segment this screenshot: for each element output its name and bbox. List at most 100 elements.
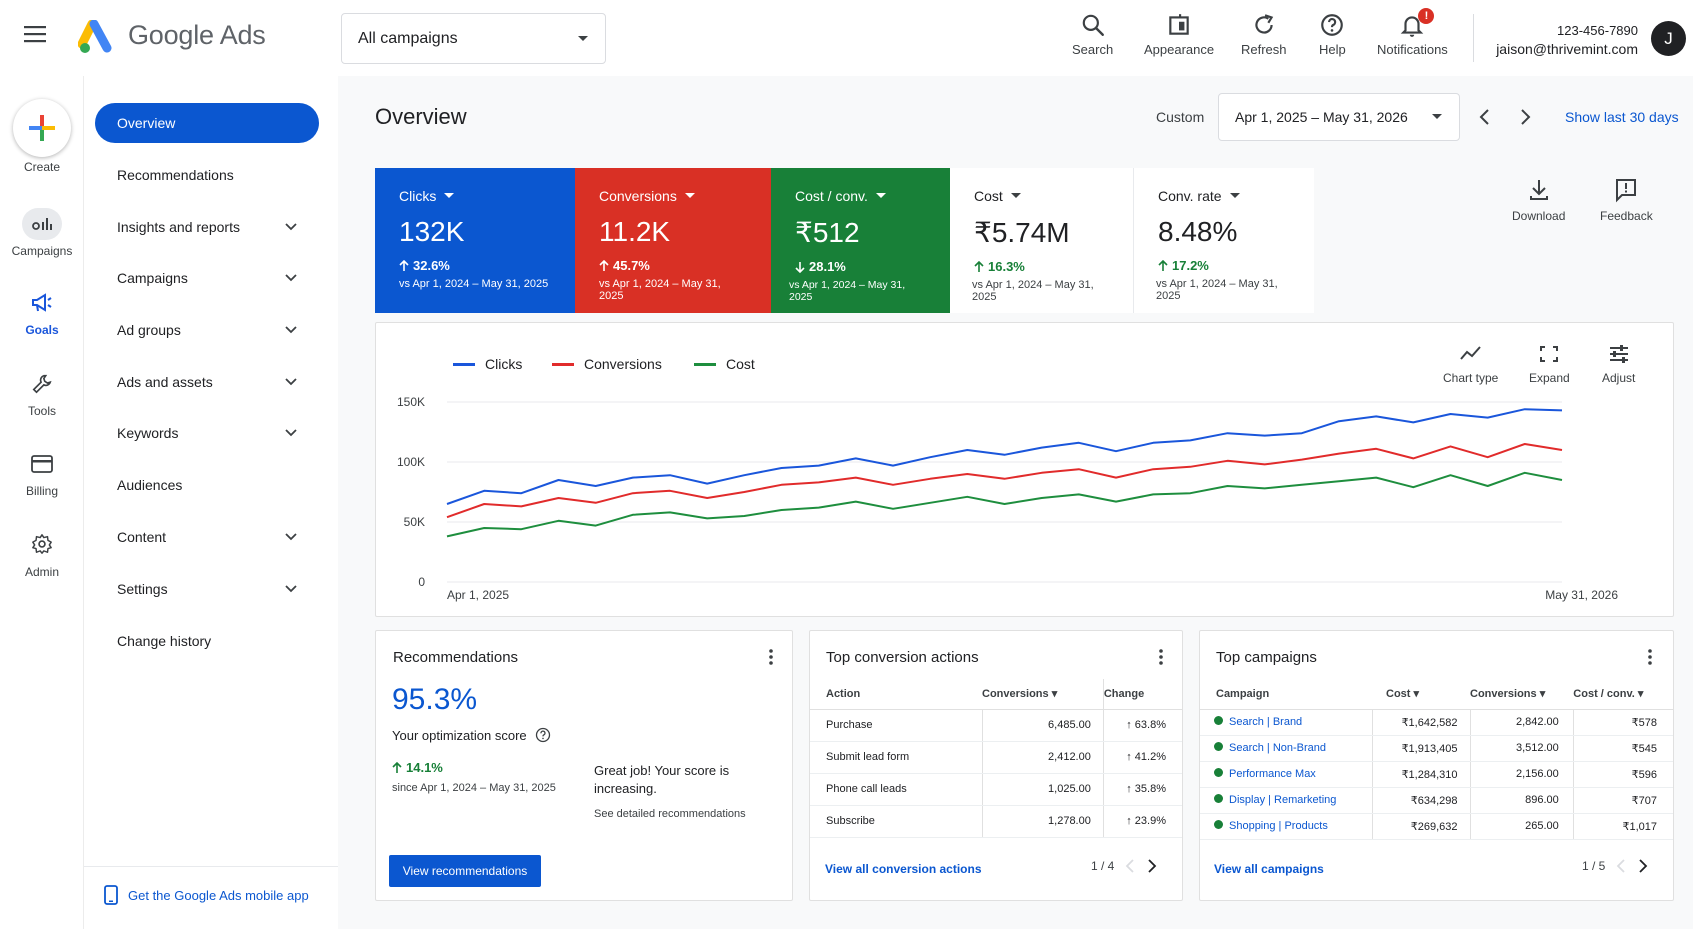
menu-icon[interactable] [24,24,58,52]
campaign-name[interactable]: Display | Remarketing [1229,794,1337,806]
column-header[interactable]: Action [810,679,982,710]
legend-cost[interactable]: Cost [694,356,755,372]
campaign-cell[interactable]: Search | Brand [1200,709,1372,736]
table-row[interactable]: Performance Max ₹1,284,310 2,156.00 ₹596 [1200,761,1673,788]
create-button[interactable] [13,99,71,157]
rail-tools[interactable] [22,368,62,400]
arrow-down-icon [795,261,805,273]
nav-item-change-history[interactable]: Change history [95,621,319,661]
kpi-cost[interactable]: Cost ₹5.74M 16.3% vs Apr 1, 2024 – May 3… [950,168,1134,313]
nav-item-keywords[interactable]: Keywords [95,413,319,453]
google-ads-logo-icon[interactable] [78,20,118,56]
expand-icon [1540,346,1559,362]
detailed-recommendations-link[interactable]: See detailed recommendations [594,808,746,820]
nav-item-audiences[interactable]: Audiences [95,465,319,505]
more-vert-icon[interactable] [1640,647,1660,667]
notifications-button[interactable]: ! Notifications [1377,8,1448,57]
next-period-button[interactable] [1514,106,1536,128]
chevron-down-icon [285,533,297,541]
chevron-left-icon[interactable] [1124,858,1136,874]
campaign-name[interactable]: Shopping | Products [1229,820,1328,832]
column-header-sortable[interactable]: Cost / conv. ▾ [1573,679,1673,710]
avatar[interactable]: J [1651,21,1686,56]
campaign-name[interactable]: Search | Brand [1229,716,1303,728]
kpi-clicks[interactable]: Clicks 132K 32.6% vs Apr 1, 2024 – May 3… [375,168,575,313]
nav-label: Ads and assets [117,374,213,390]
caret-down-icon [1229,193,1240,198]
more-vert-icon[interactable] [761,647,781,667]
show-last-30-days-link[interactable]: Show last 30 days [1565,109,1679,125]
help-icon[interactable] [535,727,551,743]
feedback-button[interactable]: Feedback [1600,177,1653,223]
nav-item-content[interactable]: Content [95,517,319,557]
chevron-right-icon[interactable] [1146,858,1158,874]
view-all-conversion-actions-link[interactable]: View all conversion actions [825,862,982,876]
search-button[interactable]: Search [1072,12,1113,57]
column-header-sortable[interactable]: Conversions ▾ [1470,679,1574,710]
table-row[interactable]: Phone call leads 1,025.00 ↑ 35.8% [810,773,1182,806]
campaign-cost-per-conv: ₹578 [1572,709,1673,736]
refresh-button[interactable]: Refresh [1241,12,1287,57]
nav-item-settings[interactable]: Settings [95,569,319,609]
campaign-name[interactable]: Performance Max [1229,768,1316,780]
top-bar [0,0,1693,76]
view-recommendations-button[interactable]: View recommendations [389,855,541,887]
table-row[interactable]: Display | Remarketing ₹634,298 896.00 ₹7… [1200,787,1673,814]
campaign-cell[interactable]: Shopping | Products [1200,813,1372,840]
rail-admin[interactable] [22,528,62,560]
more-vert-icon[interactable] [1151,647,1171,667]
action-name[interactable]: Subscribe [810,805,982,838]
rail-billing[interactable] [22,448,62,480]
table-row[interactable]: Submit lead form 2,412.00 ↑ 41.2% [810,741,1182,774]
chevron-left-icon[interactable] [1615,858,1627,874]
rail-goals[interactable] [22,287,62,319]
nav-item-ads-and-assets[interactable]: Ads and assets [95,362,319,402]
download-button[interactable]: Download [1512,177,1565,223]
nav-item-recommendations[interactable]: Recommendations [95,155,319,195]
account-info[interactable]: 123-456-7890 jaison@thrivemint.com [1496,21,1638,59]
campaign-cell[interactable]: Performance Max [1200,761,1372,788]
campaign-cell[interactable]: Search | Non-Brand [1200,735,1372,762]
action-name[interactable]: Phone call leads [810,773,982,806]
column-header-sortable[interactable]: Conversions ▾ [982,679,1104,710]
nav-item-overview[interactable]: Overview [95,103,319,143]
mobile-app-link[interactable]: Get the Google Ads mobile app [104,885,309,905]
view-all-campaigns-link[interactable]: View all campaigns [1214,862,1324,876]
kpi-cost-per-conv[interactable]: Cost / conv. ₹512 28.1% vs Apr 1, 2024 –… [771,168,950,313]
chart-type-button[interactable]: Chart type [1443,343,1498,385]
nav-item-campaigns[interactable]: Campaigns [95,258,319,298]
table-row[interactable]: Search | Non-Brand ₹1,913,405 3,512.00 ₹… [1200,735,1673,762]
chevron-right-icon[interactable] [1637,858,1649,874]
previous-period-button[interactable] [1474,106,1496,128]
date-range-select[interactable]: Apr 1, 2025 – May 31, 2026 [1218,93,1460,141]
adjust-button[interactable]: Adjust [1602,343,1635,385]
nav-item-ad-groups[interactable]: Ad groups [95,310,319,350]
kpi-conv-rate[interactable]: Conv. rate 8.48% 17.2% vs Apr 1, 2024 – … [1134,168,1314,313]
campaign-select[interactable]: All campaigns [341,13,606,64]
chevron-down-icon [285,223,297,231]
rail-campaigns[interactable] [22,208,62,240]
table-row[interactable]: Search | Brand ₹1,642,582 2,842.00 ₹578 [1200,709,1673,736]
column-header-sortable[interactable]: Cost ▾ [1372,679,1470,710]
table-row[interactable]: Shopping | Products ₹269,632 265.00 ₹1,0… [1200,813,1673,840]
kpi-conversions[interactable]: Conversions 11.2K 45.7% vs Apr 1, 2024 –… [575,168,771,313]
column-header[interactable]: Change [1102,679,1182,710]
expand-button[interactable]: Expand [1529,343,1570,385]
campaign-name[interactable]: Search | Non-Brand [1229,742,1327,754]
series-line-conversions[interactable] [446,443,1563,519]
series-line-cost[interactable] [446,471,1563,538]
series-line-clicks[interactable] [446,408,1563,505]
table-row[interactable]: Subscribe 1,278.00 ↑ 23.9% [810,805,1182,838]
legend-conversions[interactable]: Conversions [552,356,662,372]
campaign-cell[interactable]: Display | Remarketing [1200,787,1372,814]
help-button[interactable]: Help [1319,12,1346,57]
nav-item-insights[interactable]: Insights and reports [95,207,319,247]
action-name[interactable]: Submit lead form [810,741,982,774]
appearance-button[interactable]: Appearance [1144,12,1214,57]
table-row[interactable]: Purchase 6,485.00 ↑ 63.8% [810,709,1182,742]
legend-clicks[interactable]: Clicks [453,356,522,372]
action-name[interactable]: Purchase [810,709,982,742]
chevron-down-icon [285,585,297,593]
brand-google: Google [128,20,214,50]
column-header[interactable]: Campaign [1200,679,1372,710]
